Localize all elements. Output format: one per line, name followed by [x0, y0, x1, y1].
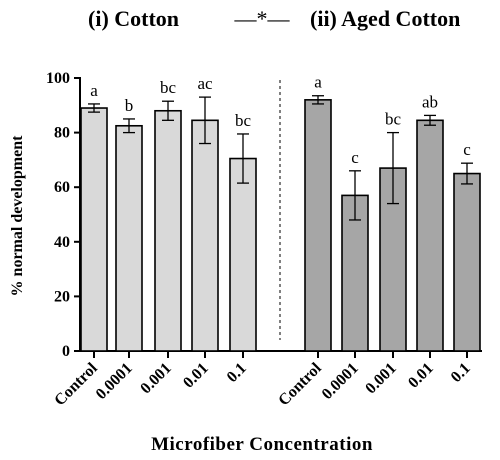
significance-letter: ac [197, 74, 213, 93]
panel-separator-symbol: —*— [234, 6, 291, 31]
x-tick-label: 0.01 [405, 360, 437, 392]
x-tick-label: 0.1 [448, 360, 474, 386]
y-axis-label: % normal development [9, 135, 26, 297]
y-tick-label: 60 [54, 179, 70, 196]
x-tick-label: 0.001 [137, 360, 174, 397]
significance-letter: c [351, 148, 359, 167]
y-tick-label: 20 [54, 288, 70, 305]
significance-letter: a [90, 81, 98, 100]
x-tick-label: 0.0001 [319, 360, 362, 403]
significance-letter: b [125, 96, 134, 115]
significance-letter: ab [422, 92, 438, 111]
x-tick-label: 0.01 [180, 360, 212, 392]
bar [154, 109, 182, 352]
bar [191, 119, 219, 352]
x-tick-label: 0.001 [362, 360, 399, 397]
x-tick-label: 0.1 [224, 360, 250, 386]
bar [453, 172, 481, 352]
bar [304, 99, 332, 352]
plot-area: 020406080100aControlb0.0001bc0.001ac0.01… [46, 70, 482, 409]
bar [229, 157, 257, 352]
y-tick-label: 80 [54, 125, 70, 142]
x-tick-label: Control [275, 359, 325, 409]
bar [115, 124, 143, 352]
panel-title-aged-cotton: (ii) Aged Cotton [310, 6, 460, 31]
significance-letter: bc [385, 110, 402, 129]
x-axis-label: Microfiber Concentration [151, 434, 373, 455]
panel-title-cotton: (i) Cotton [88, 6, 179, 31]
significance-letter: bc [235, 111, 252, 130]
x-tick-label: Control [51, 359, 101, 409]
y-tick-label: 100 [46, 70, 70, 87]
significance-letter: a [314, 73, 322, 92]
x-tick-label: 0.0001 [93, 360, 136, 403]
bar [416, 119, 444, 352]
y-tick-label: 40 [54, 234, 70, 251]
significance-letter: c [463, 140, 471, 159]
bar [80, 107, 108, 352]
significance-letter: bc [160, 78, 177, 97]
y-tick-label: 0 [62, 343, 70, 360]
